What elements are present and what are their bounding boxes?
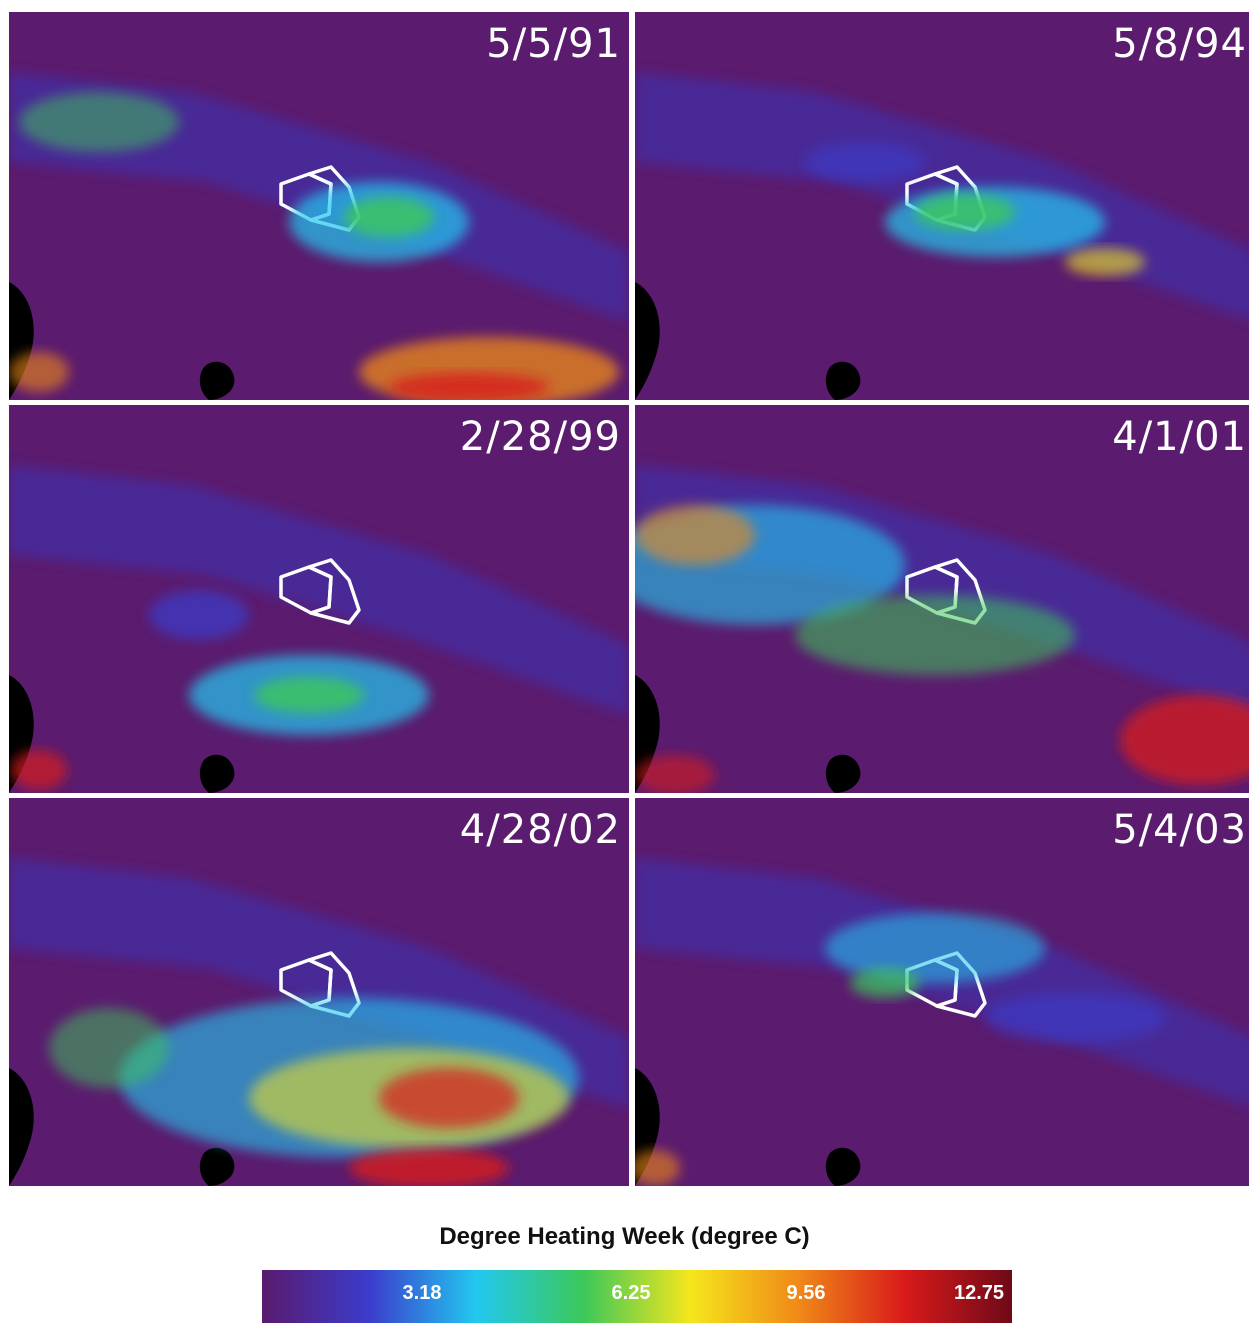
heat-hotspot xyxy=(985,993,1165,1043)
dhw-map xyxy=(9,798,629,1186)
colorbar-tick-label: 12.75 xyxy=(953,1282,1005,1304)
panel-date-label: 2/28/99 xyxy=(459,414,621,460)
dhw-map xyxy=(9,12,629,400)
panel-date-label: 4/1/01 xyxy=(1112,414,1247,460)
heat-hotspot xyxy=(825,913,1045,983)
heat-hotspot xyxy=(149,590,249,640)
heat-hotspot xyxy=(635,1150,680,1186)
colorbar-gradient xyxy=(262,1270,1012,1323)
map-panel-1991: 5/5/91 xyxy=(9,12,629,400)
heat-hotspot xyxy=(795,595,1075,675)
heat-hotspot xyxy=(9,352,69,392)
heat-hotspot xyxy=(635,755,715,793)
map-panel-2002: 4/28/02 xyxy=(9,798,629,1186)
colorbar-title: Degree Heating Week (degree C) xyxy=(439,1223,810,1250)
dhw-map xyxy=(635,405,1249,793)
heat-hotspot xyxy=(254,677,364,713)
colorbar-tick-label: 9.56 xyxy=(786,1282,826,1304)
map-panel-1994: 5/8/94 xyxy=(635,12,1249,400)
heat-hotspot xyxy=(379,1068,519,1128)
map-panel-2003: 5/4/03 xyxy=(635,798,1249,1186)
heat-hotspot xyxy=(11,750,67,790)
panel-date-label: 5/4/03 xyxy=(1112,807,1247,853)
heat-hotspot xyxy=(1065,248,1145,276)
dhw-map xyxy=(635,798,1249,1186)
heat-hotspot xyxy=(19,92,179,152)
heat-hotspot xyxy=(349,1148,509,1186)
heatmap-panel-grid: 5/5/91 5/8/94 2/28/99 4/1/01 4/28/02 xyxy=(9,12,1249,1188)
dhw-map xyxy=(635,12,1249,400)
map-panel-2001: 4/1/01 xyxy=(635,405,1249,793)
heat-hotspot xyxy=(915,194,1015,230)
colorbar-tick-label: 6.25 xyxy=(611,1282,651,1304)
heat-hotspot xyxy=(49,1008,169,1088)
heat-hotspot xyxy=(344,197,434,237)
panel-date-label: 5/5/91 xyxy=(486,21,621,67)
heat-hotspot xyxy=(805,142,925,182)
map-panel-1999: 2/28/99 xyxy=(9,405,629,793)
heat-hotspot xyxy=(389,373,549,400)
panel-date-label: 5/8/94 xyxy=(1112,21,1247,67)
heat-hotspot xyxy=(850,968,920,998)
colorbar xyxy=(262,1270,1012,1323)
dhw-map xyxy=(9,405,629,793)
heat-hotspot xyxy=(1120,695,1249,785)
panel-date-label: 4/28/02 xyxy=(459,807,621,853)
colorbar-tick-label: 3.18 xyxy=(402,1282,442,1304)
heat-hotspot xyxy=(635,505,755,565)
